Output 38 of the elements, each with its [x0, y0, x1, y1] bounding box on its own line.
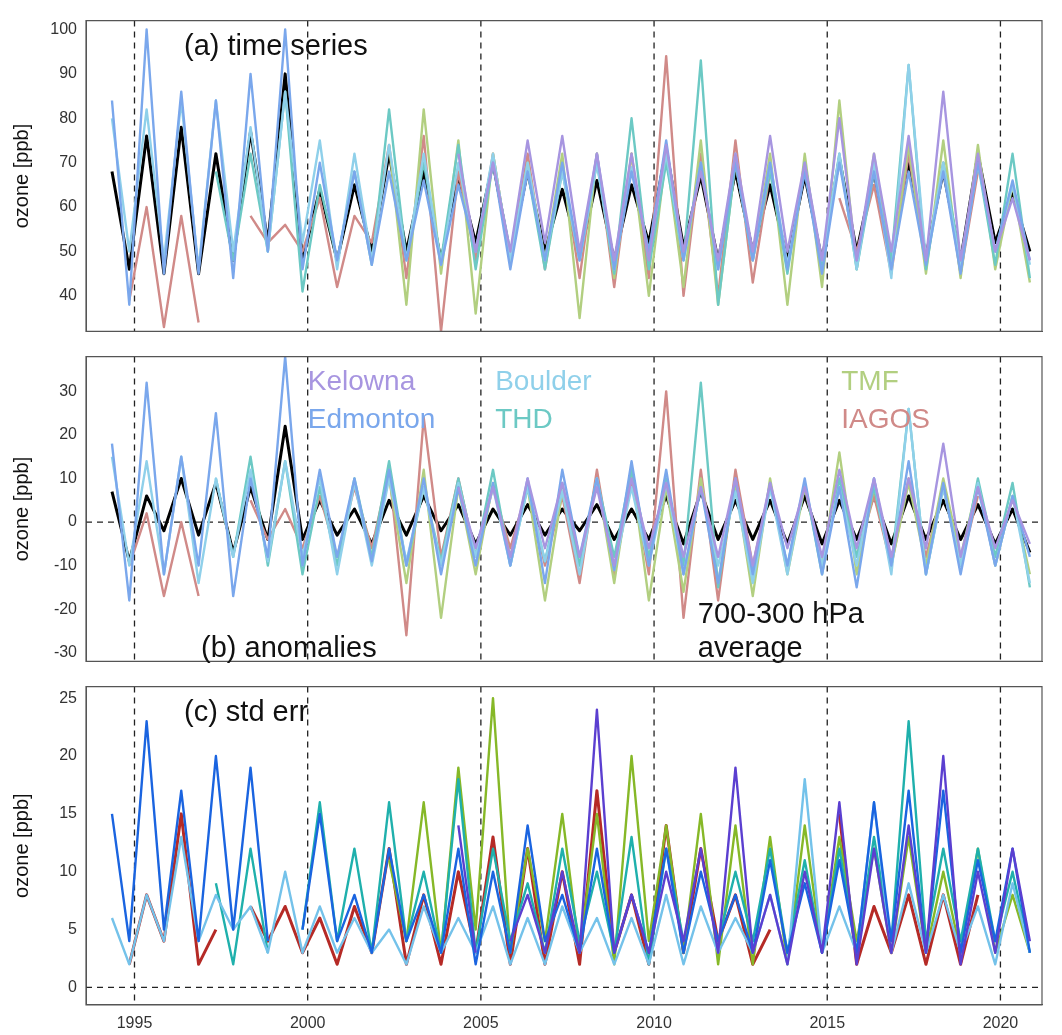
y-tick-label: 10 [59, 862, 78, 880]
y-axis-title: ozone [ppb] [9, 123, 32, 229]
x-tick-label: 1995 [116, 1013, 153, 1031]
y-tick-label: -20 [53, 599, 78, 617]
y-tick-label: 80 [59, 108, 78, 126]
y-axis-title: ozone [ppb] [9, 456, 32, 562]
series-label: THD [495, 403, 553, 435]
y-tick-label: 10 [59, 468, 78, 486]
annotation: (b) anomalies [201, 630, 377, 663]
y-axis-title: ozone [ppb] [9, 793, 32, 898]
y-tick-label: 70 [59, 153, 78, 171]
y-tick-label: 50 [59, 241, 78, 259]
x-tick-label: 2010 [636, 1013, 672, 1031]
y-tick-label: 0 [68, 977, 78, 995]
y-tick-label: 100 [50, 19, 78, 37]
x-tick-label: 2000 [289, 1013, 326, 1031]
annotation: (c) std err [184, 695, 309, 728]
text: Kelowna [307, 365, 416, 397]
y-tick-label: 5 [68, 920, 78, 937]
series-label: Edmonton [307, 403, 436, 435]
x-tick-label: 2020 [982, 1013, 1019, 1031]
y-tick-label: 25 [59, 688, 78, 706]
y-tick-label: 0 [68, 512, 78, 530]
text: TMF [841, 365, 899, 397]
x-tick-label: 2015 [809, 1013, 846, 1031]
y-tick-label: -10 [53, 556, 78, 574]
y-tick-label: 40 [59, 286, 78, 304]
y-tick-label: 60 [59, 197, 78, 215]
y-tick-label: -30 [53, 643, 78, 661]
text: Boulder [495, 365, 592, 397]
annotation: 700-300 hPa average [697, 596, 865, 663]
y-tick-label: 15 [59, 804, 78, 822]
annotation: (a) time series [184, 29, 368, 62]
y-tick-label: 30 [59, 381, 78, 399]
y-tick-label: 20 [59, 425, 78, 443]
y-tick-label: 20 [59, 746, 78, 764]
y-tick-label: 90 [59, 64, 78, 82]
x-tick-label: 2005 [463, 1013, 499, 1031]
